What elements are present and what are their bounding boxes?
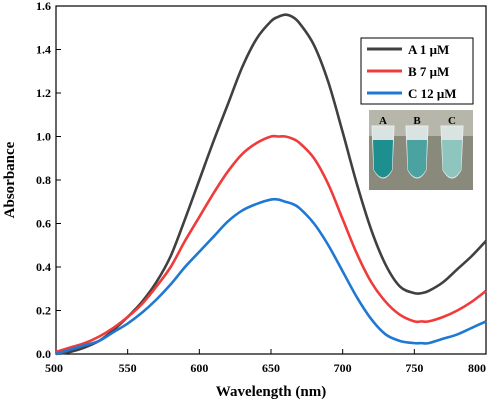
y-tick-label: 0.4	[36, 260, 51, 274]
tube-c: C	[440, 115, 464, 179]
x-tick-label: 700	[334, 361, 352, 375]
y-tick-label: 1.2	[36, 86, 51, 100]
x-axis-title: Wavelength (nm)	[216, 384, 326, 400]
y-tick-label: 0.8	[36, 173, 51, 187]
x-tick-label: 600	[190, 361, 208, 375]
y-tick-label: 0.6	[36, 217, 51, 231]
x-tick-label: 800	[468, 361, 486, 375]
y-axis-ticks: 0.0 0.2 0.4 0.6 0.8 1.0 1.2 1.4 1.6	[36, 0, 61, 361]
x-tick-label: 750	[405, 361, 423, 375]
series-line-b	[55, 134, 487, 354]
x-tick-label: 650	[262, 361, 280, 375]
y-tick-label: 1.6	[36, 0, 51, 13]
tube-a-liquid	[373, 140, 393, 178]
y-tick-label: 1.4	[36, 43, 51, 57]
y-axis-title: Absorbance	[2, 141, 18, 218]
y-tick-label: 0.0	[36, 347, 51, 361]
y-tick-label: 0.2	[36, 304, 51, 318]
x-tick-label: 550	[119, 361, 137, 375]
series-layer	[55, 13, 487, 356]
legend-label-a: A 1 μM	[408, 42, 449, 57]
x-tick-label: 500	[45, 361, 63, 375]
series-line-c	[55, 197, 487, 356]
inset-photo: A B C	[369, 110, 473, 190]
tube-c-label: C	[448, 115, 456, 127]
tube-a-label: A	[379, 115, 387, 127]
tube-c-liquid	[442, 140, 462, 178]
tube-b-label: B	[413, 115, 421, 127]
tube-b: B	[405, 115, 429, 179]
legend-label-b: B 7 μM	[408, 64, 449, 79]
y-tick-label: 1.0	[36, 130, 51, 144]
tube-b-liquid	[407, 140, 427, 178]
legend-label-c: C 12 μM	[408, 86, 457, 101]
tube-a: A	[371, 115, 395, 179]
x-axis-ticks: 500 550 600 650 700 750 800	[45, 349, 487, 375]
legend: A 1 μM B 7 μM C 12 μM	[360, 37, 474, 105]
